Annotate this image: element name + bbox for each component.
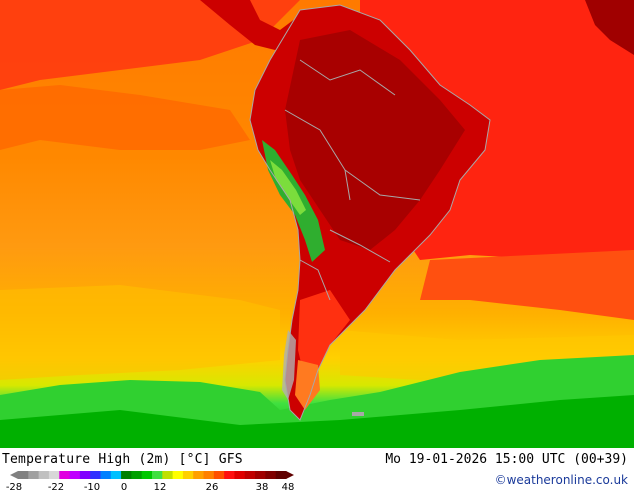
legend-swatch [121, 471, 132, 479]
country-borders [249, 4, 491, 421]
legend-swatch [234, 471, 246, 479]
legend-tick-label: -22 [48, 482, 64, 490]
credit-link[interactable]: ©weatheronline.co.uk [494, 473, 628, 487]
map-title: Temperature High (2m) [°C] GFS [2, 452, 243, 467]
legend-swatch [59, 471, 71, 479]
legend-swatch [172, 471, 184, 479]
legend-swatch [162, 471, 174, 479]
atlantic-warm-zone [420, 250, 634, 320]
legend-swatch [255, 471, 266, 479]
legend-tick-label: 38 [256, 482, 269, 490]
legend-swatch [213, 471, 225, 479]
legend-swatch [48, 471, 60, 479]
footer-bar: Temperature High (2m) [°C] GFS Mo 19-01-… [0, 448, 634, 490]
legend-swatch [224, 471, 235, 479]
legend-color-bar [10, 471, 294, 479]
central-america [200, 0, 300, 50]
valid-time: Mo 19-01-2026 15:00 UTC (00+39) [385, 452, 628, 467]
pacific-yellow-band [0, 285, 280, 380]
legend-tick-label: -28 [6, 482, 22, 490]
legend-swatch [193, 471, 205, 479]
legend-tick-label: -10 [84, 482, 100, 490]
legend-tick-label: 0 [121, 482, 127, 490]
legend-swatch [90, 471, 101, 479]
pacific-warm-band [0, 85, 250, 150]
legend-swatch [275, 471, 287, 479]
temperature-map [0, 0, 634, 448]
legend-swatch [244, 471, 256, 479]
legend-swatch [69, 471, 81, 479]
legend-swatch [79, 471, 91, 479]
africa-coast [585, 0, 634, 55]
legend-swatch [18, 471, 29, 479]
patagonia-region [298, 290, 350, 380]
legend-tick-label: 48 [282, 482, 295, 490]
legend-ticks: -28 -22 -10 0 12 26 38 48 [6, 482, 294, 490]
legend-swatch [265, 471, 277, 479]
falkland-islands [352, 412, 364, 416]
legend-swatch [203, 471, 215, 479]
legend-swatch [100, 471, 112, 479]
legend-tick-label: 12 [154, 482, 167, 490]
interior-very-hot [285, 30, 465, 250]
legend-swatch [28, 471, 40, 479]
legend-arrow-high [286, 471, 294, 479]
legend-swatch [182, 471, 194, 479]
legend-tick-label: 26 [206, 482, 219, 490]
southern-tip [295, 360, 320, 410]
andes-highlands [270, 160, 306, 215]
legend-swatch [131, 471, 143, 479]
legend-swatch [38, 471, 50, 479]
color-legend: -28 -22 -10 0 12 26 38 48 [6, 471, 294, 490]
legend-swatch [110, 471, 122, 479]
legend-arrow-low [10, 471, 18, 479]
legend-swatch [141, 471, 153, 479]
map-canvas [0, 0, 634, 448]
pacific-north-hot [0, 0, 300, 90]
southern-cold-band-deep [0, 395, 634, 448]
legend-swatch [152, 471, 163, 479]
